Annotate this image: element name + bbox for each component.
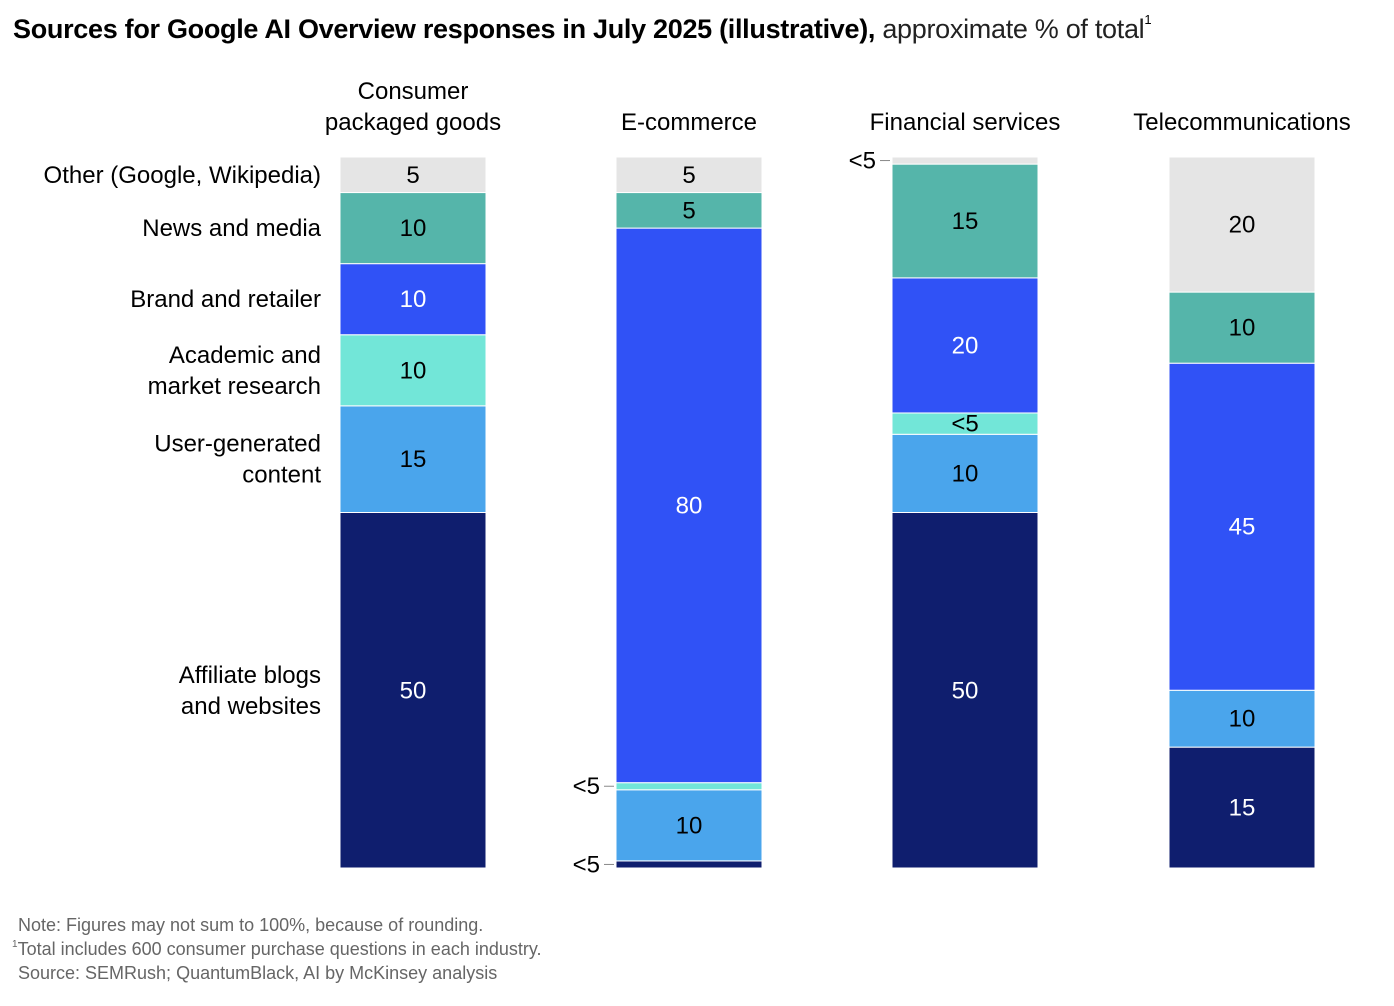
- bar-segment-brand: [339, 263, 487, 336]
- data-label: 10: [400, 286, 427, 313]
- outside-data-label: <5: [573, 851, 600, 878]
- category-label: Financial services: [870, 109, 1061, 136]
- bar-segment-ugc: [615, 789, 763, 862]
- data-label: 15: [400, 446, 427, 473]
- footnote-total: 1Total includes 600 consumer purchase qu…: [12, 939, 542, 960]
- data-label: <5: [951, 411, 978, 438]
- chart-title-footnote-marker: 1: [1144, 12, 1152, 27]
- category-label: packaged goods: [325, 109, 501, 136]
- bar-segment-affiliate: [891, 512, 1039, 869]
- bar-segment-ugc: [891, 433, 1039, 514]
- chart-title: Sources for Google AI Overview responses…: [13, 12, 1152, 45]
- bar-segment-brand: [615, 227, 763, 784]
- bar-segment-affiliate: [615, 860, 763, 869]
- chart-title-bold: Sources for Google AI Overview responses…: [13, 14, 876, 44]
- series-row-label: content: [242, 462, 321, 489]
- bar-segment-brand: [1168, 362, 1316, 691]
- data-label: 10: [952, 460, 979, 487]
- data-label: 50: [400, 677, 427, 704]
- data-label: 15: [952, 208, 979, 235]
- series-row-label: Brand and retailer: [130, 286, 321, 313]
- bar-segment-other: [339, 156, 487, 194]
- bar-segment-ugc: [339, 405, 487, 514]
- data-label: 80: [676, 492, 703, 519]
- series-row-label: User-generated: [154, 431, 321, 458]
- bar-segment-other: [615, 156, 763, 194]
- data-label: 20: [952, 332, 979, 359]
- footnote-note: Note: Figures may not sum to 100%, becau…: [18, 915, 484, 935]
- series-row-label: Affiliate blogs: [179, 662, 321, 689]
- footnote-source: Source: SEMRush; QuantumBlack, AI by McK…: [18, 963, 498, 983]
- data-label: 5: [682, 197, 695, 224]
- data-label: 5: [406, 162, 419, 189]
- outside-data-label: <5: [849, 148, 876, 175]
- bar-segment-academic: [615, 782, 763, 791]
- bar-segment-news: [891, 163, 1039, 279]
- data-label: 10: [1229, 706, 1256, 733]
- bar-segment-ugc: [1168, 689, 1316, 748]
- footnote-total-text: Total includes 600 consumer purchase que…: [17, 939, 542, 959]
- bar-segment-brand: [891, 277, 1039, 414]
- data-label: 50: [952, 677, 979, 704]
- bar-segment-news: [1168, 291, 1316, 364]
- series-row-label: Academic and: [169, 342, 321, 369]
- series-row-label: and websites: [181, 693, 321, 720]
- data-label: 10: [1229, 315, 1256, 342]
- chart-title-subtitle: approximate % of total: [882, 14, 1145, 44]
- bar-segment-affiliate: [339, 512, 487, 869]
- bar-segment-other: [1168, 156, 1316, 293]
- data-label: 10: [400, 357, 427, 384]
- bar-segment-news: [339, 192, 487, 265]
- data-label: 5: [682, 162, 695, 189]
- data-label: 45: [1229, 514, 1256, 541]
- bar-segment-other: [891, 156, 1039, 165]
- series-row-label: market research: [148, 373, 321, 400]
- data-label: 15: [1229, 795, 1256, 822]
- data-label: 10: [400, 215, 427, 242]
- series-row-label: News and media: [142, 215, 321, 242]
- category-label: E-commerce: [621, 109, 757, 136]
- bar-segment-academic: [339, 334, 487, 407]
- outside-data-label: <5: [573, 773, 600, 800]
- data-label: 20: [1229, 212, 1256, 239]
- data-label: 10: [676, 812, 703, 839]
- series-row-label: Other (Google, Wikipedia): [44, 162, 321, 189]
- footnote-total-marker: 1: [12, 939, 18, 950]
- category-label: Consumer: [358, 78, 469, 105]
- category-label: Telecommunications: [1133, 109, 1350, 136]
